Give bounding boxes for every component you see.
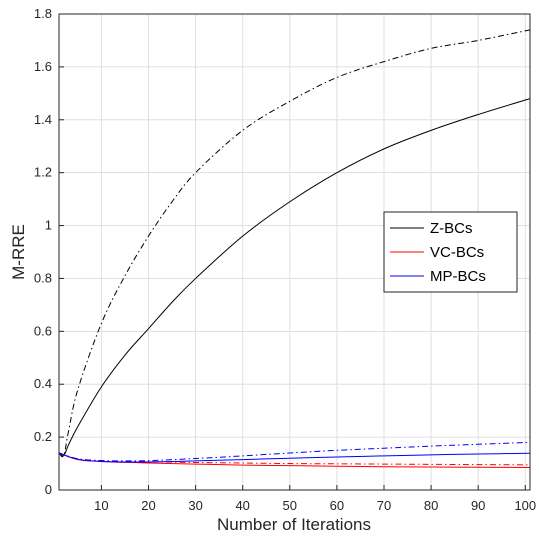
y-tick-label: 0.6 — [34, 323, 52, 338]
x-axis-title: Number of Iterations — [217, 515, 371, 534]
series-line-z-bcs — [58, 98, 531, 457]
plot-frame — [58, 13, 531, 491]
series-line-mp-bcs — [58, 452, 531, 463]
legend-label: VC-BCs — [430, 244, 484, 261]
y-axis-title: M-RRE — [9, 224, 28, 280]
x-tick-label: 80 — [424, 498, 438, 513]
y-tick-label: 0.2 — [34, 429, 52, 444]
series-lines — [58, 29, 531, 469]
y-tick-label: 1.2 — [34, 165, 52, 180]
x-tick-label: 50 — [283, 498, 297, 513]
series-line-dashdot-5 — [58, 441, 531, 462]
x-tick-label: 40 — [235, 498, 249, 513]
y-tick-label: 1 — [45, 218, 52, 233]
legend: Z-BCs VC-BCs MP-BCs — [383, 211, 518, 293]
x-tick-label: 60 — [330, 498, 344, 513]
y-tick-label: 1.8 — [34, 6, 52, 21]
x-tick-label: 10 — [94, 498, 108, 513]
y-tick-label: 0 — [45, 482, 52, 497]
legend-label: MP-BCs — [430, 268, 486, 285]
x-tick-label: 100 — [514, 498, 536, 513]
y-tick-label: 0.4 — [34, 376, 52, 391]
y-tick-label: 0.8 — [34, 270, 52, 285]
axis-ticks: 10 20 30 40 50 60 70 80 90 100 0 0.2 0.4 0.6 0.8 1 1.2 1.… — [34, 6, 536, 513]
y-tick-label: 1.4 — [34, 112, 52, 127]
series-line-dashdot-1 — [58, 29, 531, 458]
y-tick-label: 1.6 — [34, 59, 52, 74]
x-tick-label: 90 — [471, 498, 485, 513]
x-tick-label: 30 — [188, 498, 202, 513]
x-tick-label: 20 — [141, 498, 155, 513]
x-tick-label: 70 — [377, 498, 391, 513]
legend-label: Z-BCs — [430, 220, 473, 237]
